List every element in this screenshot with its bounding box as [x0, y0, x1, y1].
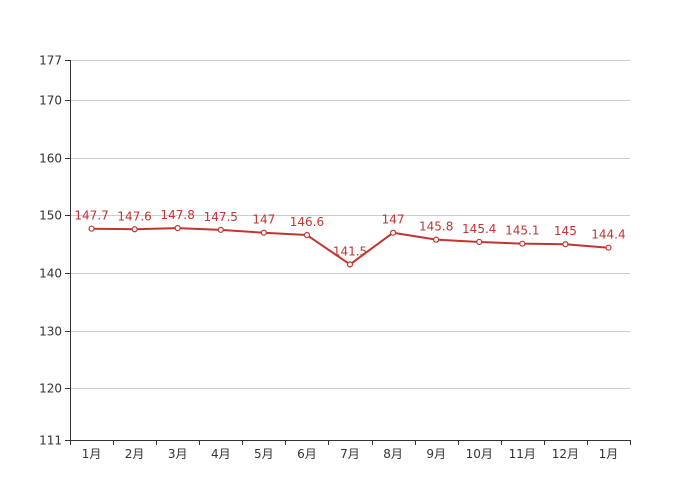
data-label: 147: [252, 213, 275, 227]
data-point[interactable]: [260, 229, 267, 236]
y-tick-label: 120: [39, 382, 62, 396]
data-point[interactable]: [389, 229, 397, 236]
y-tick-label: 177: [39, 54, 62, 68]
data-label: 147: [382, 213, 405, 227]
x-tick-label: 6月: [297, 447, 317, 461]
axes: 111 120 130 140 150 160 170 177 1月 2月 3月 4月 5月 6月 7月 8月…: [39, 54, 631, 461]
data-label: 147.7: [74, 209, 108, 223]
data-point[interactable]: [346, 261, 354, 268]
x-tick-label: 2月: [125, 447, 145, 461]
data-point[interactable]: [217, 226, 224, 233]
x-tick-label: 8月: [383, 447, 403, 461]
x-tick-label: 5月: [254, 447, 274, 461]
data-label: 146.6: [290, 215, 324, 229]
data-label: 145.4: [462, 222, 496, 236]
y-tick-label: 150: [39, 209, 62, 223]
x-tick-label: 3月: [168, 447, 188, 461]
grid-lines: [70, 60, 630, 389]
series-line: [88, 225, 612, 268]
x-tick-label: 4月: [211, 447, 231, 461]
y-tick-label: 111: [39, 434, 62, 448]
y-tick-label: 140: [39, 267, 62, 281]
data-label: 145.1: [505, 224, 539, 238]
data-label: 145: [554, 224, 577, 238]
y-tick-label: 130: [39, 325, 62, 339]
data-point[interactable]: [562, 241, 569, 248]
x-tick-label: 10月: [466, 447, 493, 461]
y-tick-label: 170: [39, 94, 62, 108]
data-point[interactable]: [519, 240, 526, 247]
data-point[interactable]: [303, 231, 311, 239]
x-tick-label: 7月: [340, 447, 360, 461]
data-point[interactable]: [476, 238, 483, 246]
x-tick-label: 1月: [599, 447, 619, 461]
x-tick-label: 9月: [426, 447, 446, 461]
x-tick-label: 11月: [509, 447, 536, 461]
data-label: 147.5: [204, 210, 238, 224]
data-label: 145.8: [419, 220, 453, 234]
data-point[interactable]: [605, 244, 612, 251]
data-label: 147.8: [161, 208, 195, 222]
data-label: 147.6: [117, 209, 151, 223]
y-tick-label: 160: [39, 152, 62, 166]
data-point[interactable]: [88, 225, 95, 232]
data-label: 144.4: [591, 228, 625, 242]
data-label: 141.5: [333, 244, 367, 258]
data-point[interactable]: [131, 226, 138, 233]
data-labels: 147.7 147.6 147.8 147.5 147 146.6 141.5 147 145.…: [74, 208, 625, 258]
x-tick-label: 12月: [552, 447, 579, 461]
x-tick-label: 1月: [82, 447, 102, 461]
data-point[interactable]: [433, 236, 440, 243]
data-point[interactable]: [174, 225, 181, 232]
